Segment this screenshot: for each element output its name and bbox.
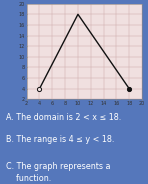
Text: C. The graph represents a
    function.: C. The graph represents a function. bbox=[6, 162, 110, 183]
Text: B. The range is 4 ≤ y < 18.: B. The range is 4 ≤ y < 18. bbox=[6, 135, 114, 144]
Text: A. The domain is 2 < x ≤ 18.: A. The domain is 2 < x ≤ 18. bbox=[6, 113, 121, 122]
